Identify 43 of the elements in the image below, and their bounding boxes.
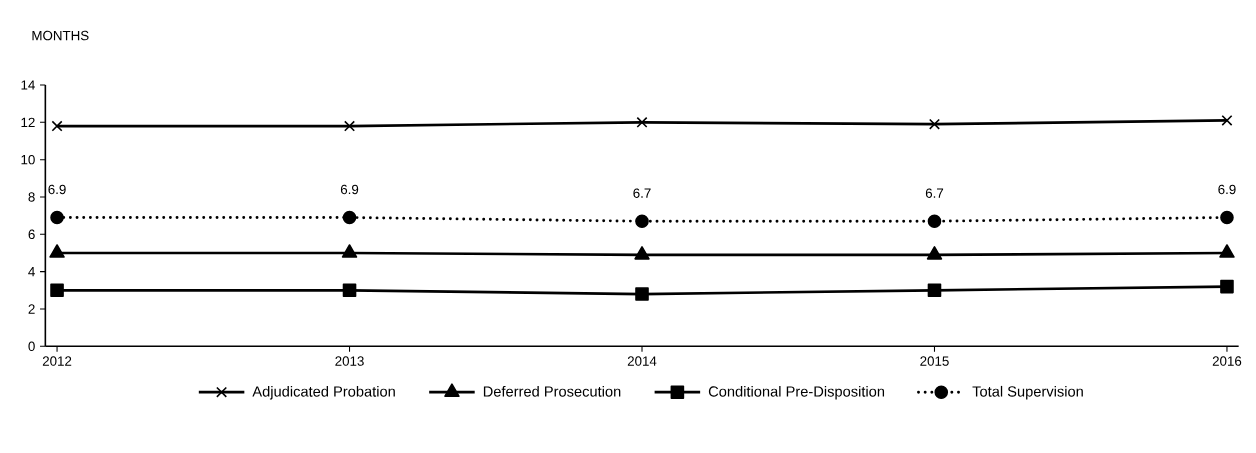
point xyxy=(1220,210,1234,225)
x-tick-label: 2013 xyxy=(335,356,364,366)
data-label: 6.9 xyxy=(48,184,66,195)
x-tick-label: 2014 xyxy=(627,356,657,366)
point xyxy=(51,120,63,132)
point xyxy=(50,283,64,298)
point xyxy=(635,287,649,301)
point xyxy=(926,246,943,260)
y-tick-label: 2 xyxy=(28,304,35,314)
data-label: 6.9 xyxy=(1218,184,1236,195)
point xyxy=(1221,114,1233,126)
point xyxy=(634,246,650,260)
point xyxy=(342,210,357,225)
point xyxy=(927,283,942,298)
x-tick-label: 2012 xyxy=(42,356,72,366)
point xyxy=(636,116,648,128)
point xyxy=(50,210,64,225)
point xyxy=(341,244,358,258)
y-tick-label: 14 xyxy=(21,80,35,90)
y-axis-title: MONTHS xyxy=(32,30,89,41)
point xyxy=(1220,279,1234,294)
point xyxy=(927,214,942,229)
legend-label: Conditional Pre-Disposition xyxy=(708,385,885,400)
data-label: 6.9 xyxy=(340,184,359,195)
y-tick-label: 12 xyxy=(21,117,35,127)
y-tick-label: 4 xyxy=(28,267,35,277)
y-tick-label: 0 xyxy=(28,341,35,352)
y-tick-label: 6 xyxy=(28,229,35,240)
x-tick-label: 2016 xyxy=(1212,356,1242,366)
legend-label: Total Supervision xyxy=(972,385,1083,400)
point xyxy=(49,244,65,258)
y-tick-label: 8 xyxy=(28,192,35,202)
point xyxy=(928,118,940,130)
point xyxy=(344,120,356,132)
legend-label: Deferred Prosecution xyxy=(483,385,621,397)
point xyxy=(342,283,357,298)
legend-label: Adjudicated Probation xyxy=(252,385,395,400)
point xyxy=(635,214,649,229)
data-label: 6.7 xyxy=(633,188,651,198)
point xyxy=(1219,244,1235,258)
y-tick-label: 10 xyxy=(21,154,35,165)
data-label: 6.7 xyxy=(925,188,944,198)
x-tick-label: 2015 xyxy=(920,356,949,366)
